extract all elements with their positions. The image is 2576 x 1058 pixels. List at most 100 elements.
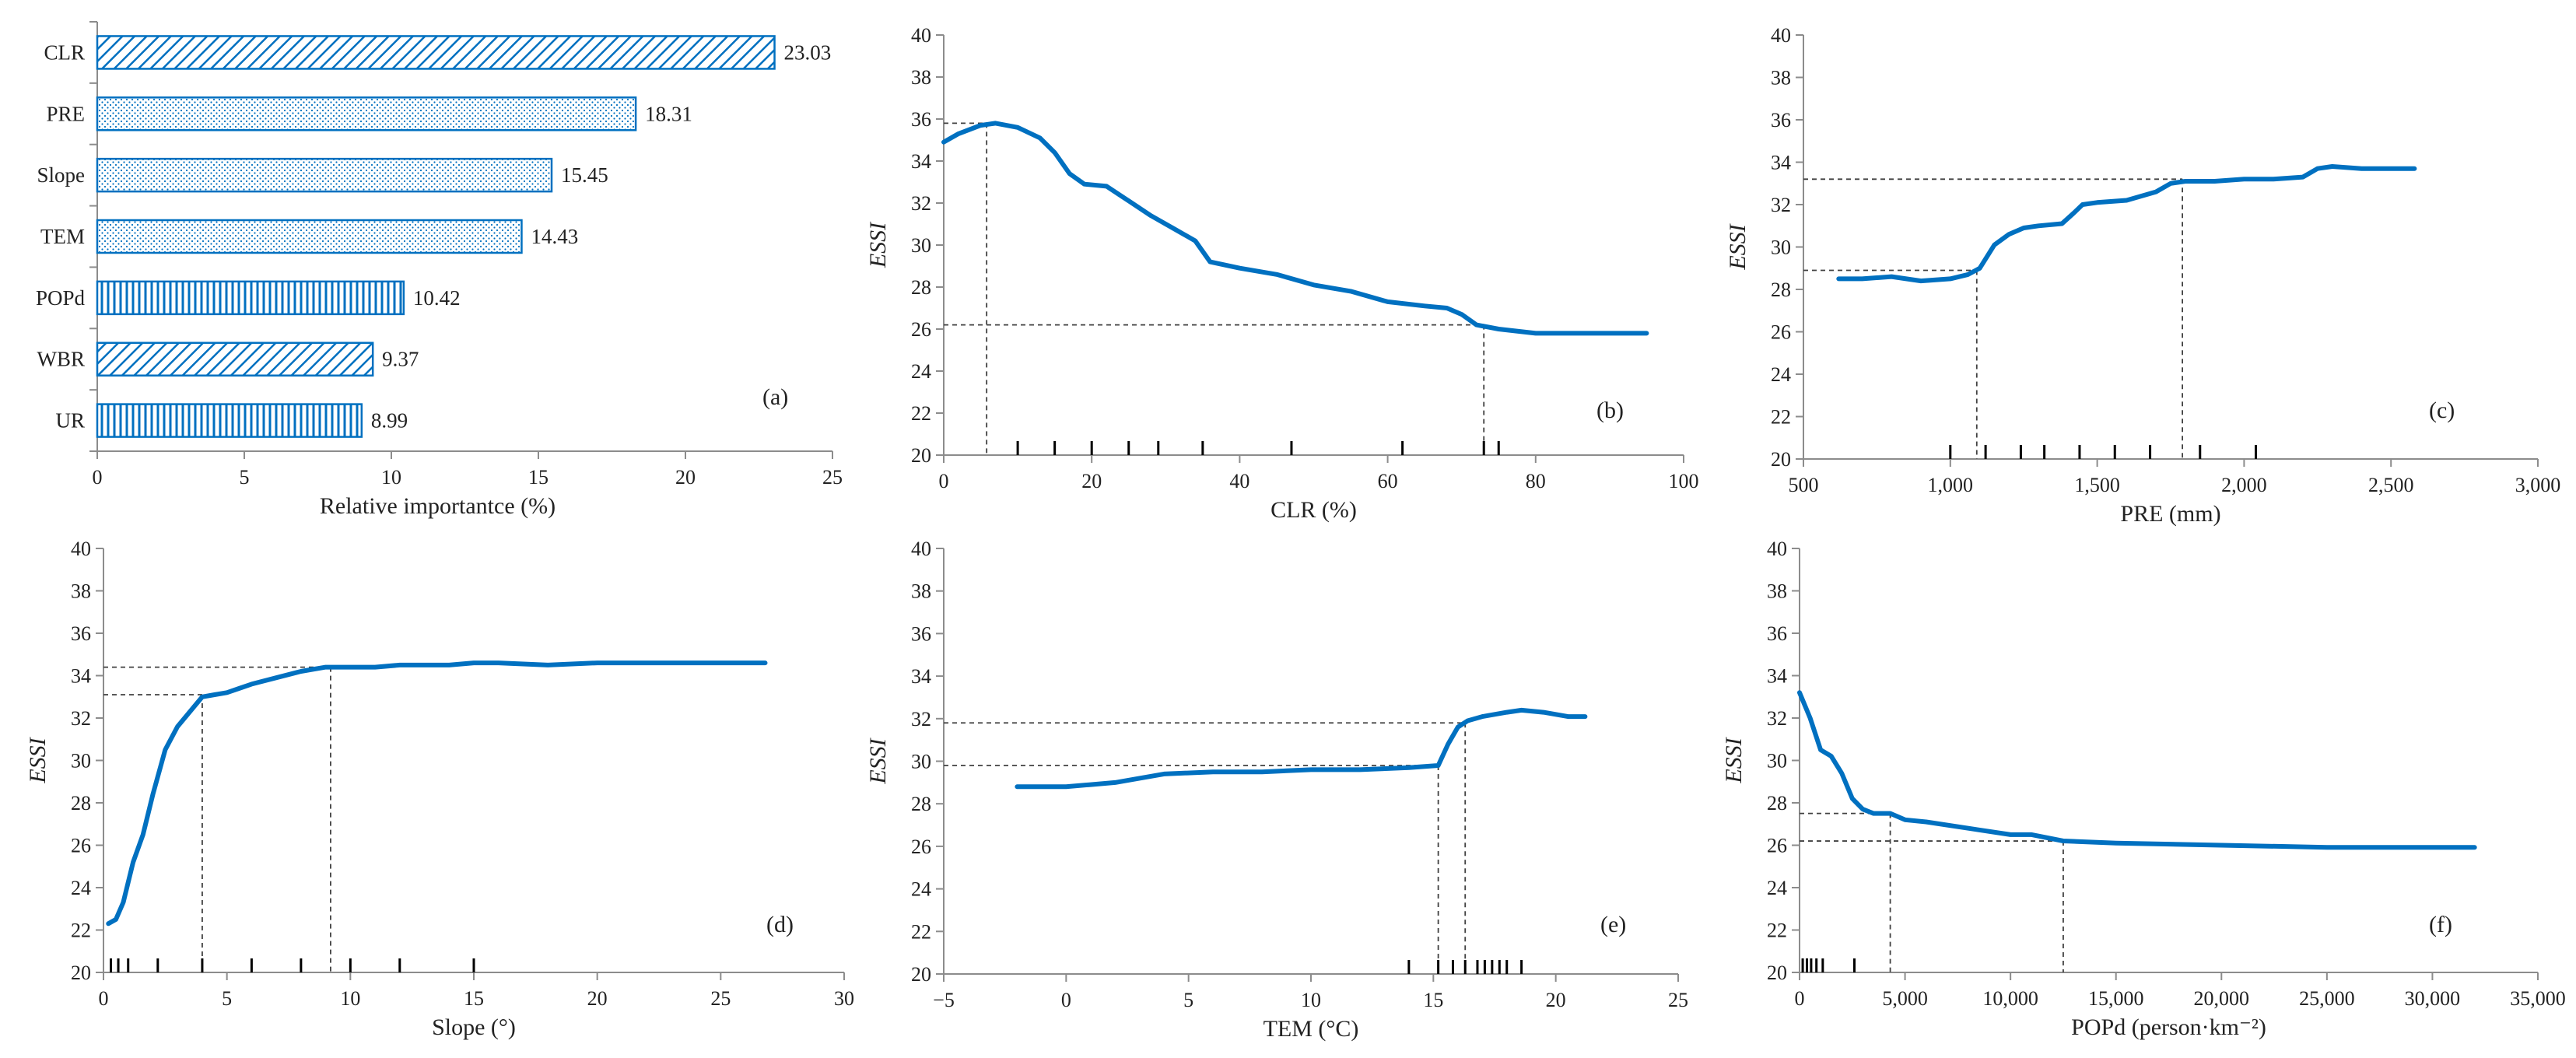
y-tick-label: 24 <box>1771 363 1791 386</box>
y-tick-label: 36 <box>71 622 91 645</box>
x-tick-label: 80 <box>1526 470 1546 492</box>
y-tick-label: 38 <box>71 580 91 603</box>
y-tick-label: 28 <box>1771 279 1791 301</box>
x-tick-label: 25 <box>1668 989 1688 1011</box>
x-tick-label: 5,000 <box>1882 987 1928 1010</box>
y-tick-label: 30 <box>71 750 91 772</box>
x-tick-label: 5 <box>222 987 232 1010</box>
y-tick-label: 32 <box>1767 707 1787 730</box>
bar-slope <box>96 157 553 193</box>
x-tick-label: 15 <box>464 987 484 1010</box>
x-axis-label: Relative importantce (%) <box>320 493 556 519</box>
y-tick-label: 38 <box>1771 67 1791 89</box>
x-tick-label: 0 <box>93 466 103 489</box>
y-tick-label: 40 <box>911 24 931 47</box>
category-label: UR <box>55 409 85 433</box>
y-tick-label: 34 <box>1767 665 1787 688</box>
category-label: PRE <box>46 102 85 125</box>
x-tick-label: 10 <box>340 987 360 1010</box>
y-tick-label: 28 <box>71 792 91 815</box>
value-label: 18.31 <box>645 102 692 125</box>
panel-label: (e) <box>1600 912 1626 937</box>
x-tick-label: 20 <box>675 466 696 489</box>
x-tick-label: 40 <box>1229 470 1249 492</box>
y-tick-label: 30 <box>911 751 931 773</box>
y-tick-label: 40 <box>1771 24 1791 47</box>
x-tick-label: 15 <box>528 466 548 489</box>
y-tick-label: 24 <box>911 878 931 901</box>
y-tick-label: 32 <box>71 707 91 730</box>
x-tick-label: 0 <box>1061 989 1071 1011</box>
bar-clr <box>96 35 776 70</box>
x-tick-label: 0 <box>1795 987 1805 1010</box>
y-axis-label: ESSI <box>1721 736 1747 783</box>
y-tick-label: 24 <box>911 360 931 383</box>
x-tick-label: 3,000 <box>2515 474 2561 496</box>
series-line-d <box>106 660 768 927</box>
x-axis-label: POPd (person·km⁻²) <box>2071 1014 2266 1040</box>
category-label: CLR <box>44 40 85 64</box>
y-tick-label: 24 <box>71 877 91 899</box>
value-label: 10.42 <box>413 286 461 310</box>
panel-label: (a) <box>762 384 788 410</box>
y-axis-label: ESSI <box>865 737 891 784</box>
y-tick-label: 38 <box>1767 580 1787 603</box>
x-tick-label: 20 <box>1081 470 1102 492</box>
value-label: 15.45 <box>561 163 608 187</box>
series-line-e <box>1015 707 1588 790</box>
y-tick-label: 22 <box>911 402 931 425</box>
bar-ur <box>96 403 363 438</box>
y-tick-label: 34 <box>1771 152 1791 174</box>
bar-tem <box>96 219 523 254</box>
y-axis-label: ESSI <box>865 221 891 268</box>
y-tick-label: 26 <box>71 835 91 857</box>
y-tick-label: 34 <box>71 665 91 688</box>
x-tick-label: −5 <box>933 989 955 1011</box>
x-tick-label: 2,000 <box>2221 474 2267 496</box>
value-label: 9.37 <box>382 348 419 371</box>
chart-d: 20 22 24 26 28 30 32 34 36 38 40 0 5 10 15 20 25 30 Slope … <box>25 538 854 1040</box>
value-label: 14.43 <box>531 225 578 248</box>
x-tick-label: 10,000 <box>1982 987 2038 1010</box>
series-line-b <box>941 121 1649 336</box>
x-tick-label: 20,000 <box>2194 987 2250 1010</box>
x-axis-label: Slope (°) <box>432 1014 516 1040</box>
series-line-c <box>1836 164 2417 284</box>
x-tick-label: 500 <box>1789 474 1819 496</box>
y-tick-label: 32 <box>911 192 931 215</box>
x-axis-label: TEM (°C) <box>1263 1016 1359 1042</box>
x-tick-label: 0 <box>99 987 109 1010</box>
chart-a: CLR 23.03 PRE 18.31 Slope 15.45 TEM 14.43 POPd 10… <box>36 21 843 519</box>
x-tick-label: 10 <box>1301 989 1321 1011</box>
y-tick-label: 40 <box>911 538 931 560</box>
x-tick-label: 0 <box>939 470 949 492</box>
y-tick-label: 40 <box>1767 538 1787 560</box>
y-tick-label: 26 <box>1767 835 1787 857</box>
value-label: 23.03 <box>784 40 832 64</box>
x-tick-label: 5 <box>240 466 250 489</box>
y-tick-label: 28 <box>1767 792 1787 815</box>
x-tick-label: 25,000 <box>2299 987 2355 1010</box>
y-tick-label: 26 <box>1771 321 1791 344</box>
x-tick-label: 1,500 <box>2074 474 2120 496</box>
category-label: POPd <box>36 286 86 310</box>
category-label: TEM <box>40 225 85 248</box>
y-tick-label: 32 <box>1771 194 1791 216</box>
chart-e: 20 22 24 26 28 30 32 34 36 38 40 −5 0 5 10 15 20 25 TEM (°… <box>865 538 1688 1042</box>
y-tick-label: 36 <box>911 108 931 131</box>
panel-label: (b) <box>1596 398 1624 423</box>
y-axis-label: ESSI <box>25 736 51 783</box>
x-axis-label: PRE (mm) <box>2120 501 2220 527</box>
series-line-f <box>1797 690 2477 850</box>
x-tick-label: 2,500 <box>2368 474 2414 496</box>
category-label: Slope <box>37 163 85 187</box>
y-tick-label: 36 <box>1767 622 1787 645</box>
x-tick-label: 1,000 <box>1928 474 1974 496</box>
chart-b: 20 22 24 26 28 30 32 34 36 38 40 0 20 40 60 80 100 CLR (%… <box>865 24 1699 523</box>
x-axis-label: CLR (%) <box>1270 497 1357 523</box>
x-tick-label: 15 <box>1423 989 1443 1011</box>
panel-label: (d) <box>766 912 794 937</box>
x-tick-label: 30,000 <box>2405 987 2461 1010</box>
y-tick-label: 26 <box>911 836 931 858</box>
